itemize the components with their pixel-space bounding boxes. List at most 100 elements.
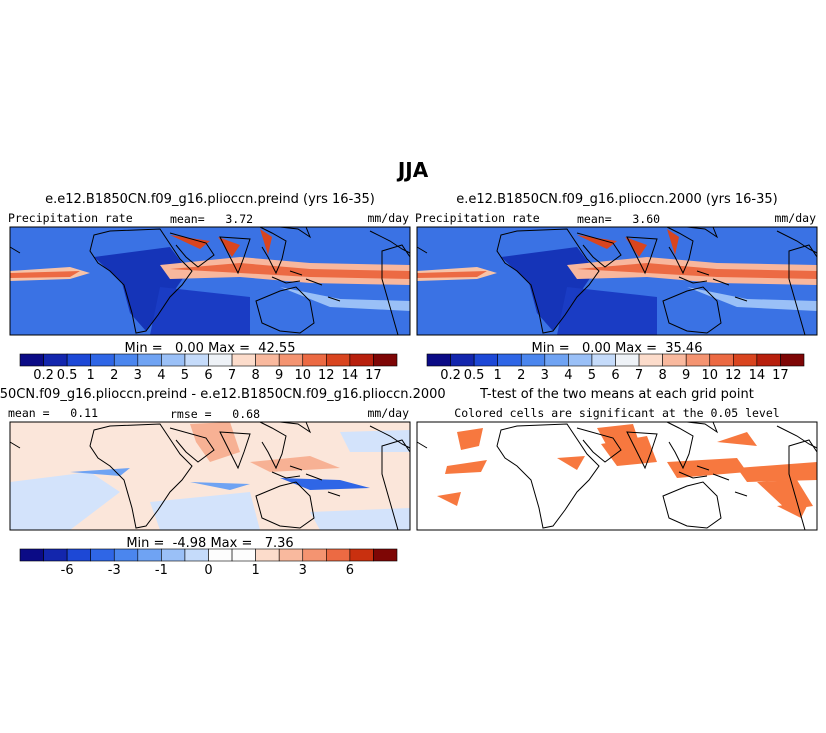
- panel-left-label: mean = 0.11: [8, 406, 98, 420]
- colorbar-label: 3: [541, 368, 549, 383]
- colorbar-box: [278, 548, 304, 562]
- colorbar-box: [113, 353, 139, 367]
- colorbar-box: [66, 353, 91, 367]
- map: [9, 226, 411, 336]
- colorbar-box: [615, 353, 640, 367]
- colorbar-label: 6: [346, 563, 354, 578]
- map: [416, 226, 818, 336]
- colorbar-box: [90, 548, 115, 562]
- panel-title: B1850CN.f09_g16.plioccn.preind - e.e12.B…: [0, 387, 446, 402]
- colorbar-box: [208, 353, 233, 367]
- min-max: Min = 0.00 Max = 35.46: [532, 341, 703, 356]
- colorbar-box: [349, 548, 374, 562]
- colorbar-box: [473, 353, 498, 367]
- colorbar-label: 9: [682, 368, 690, 383]
- colorbar-box: [497, 353, 522, 367]
- colorbar-box: [278, 353, 304, 367]
- colorbar-box: [137, 353, 162, 367]
- colorbar-box: [231, 548, 256, 562]
- colorbar-box: [231, 353, 256, 367]
- colorbar-box: [161, 548, 186, 562]
- colorbar-box: [450, 353, 475, 367]
- panel-units: mm/day: [367, 406, 409, 420]
- colorbar-box: [426, 353, 451, 367]
- map-frame: [9, 421, 411, 531]
- colorbar-label: 4: [564, 368, 572, 383]
- colorbar-label: 1: [87, 368, 95, 383]
- panel-title: T-test of the two means at each grid poi…: [479, 387, 754, 402]
- colorbar-label: 2: [517, 368, 525, 383]
- colorbar-label: 8: [658, 368, 666, 383]
- colorbar-box: [709, 353, 734, 367]
- panel-subtitle: Colored cells are significant at the 0.0…: [454, 406, 779, 420]
- colorbar-label: 3: [134, 368, 142, 383]
- colorbar-box: [137, 548, 162, 562]
- colorbar-box: [544, 353, 569, 367]
- colorbar-box: [19, 353, 44, 367]
- map: [9, 421, 411, 531]
- colorbar-box: [780, 353, 805, 367]
- colorbar-label: 14: [342, 368, 359, 383]
- colorbar-box: [520, 353, 546, 367]
- significance-cells: [417, 422, 817, 530]
- panel-stat: mean= 3.60: [577, 212, 660, 226]
- panel-left-label: Precipitation rate: [8, 211, 133, 225]
- figure-title: JJA: [396, 158, 429, 182]
- colorbar-box: [638, 353, 663, 367]
- colorbar-box: [113, 548, 139, 562]
- colorbar-box: [255, 353, 280, 367]
- colorbar-label: 1: [251, 563, 259, 578]
- panel-units: mm/day: [774, 211, 816, 225]
- colorbar-label: 7: [228, 368, 236, 383]
- map: [416, 421, 818, 531]
- colorbar-box: [90, 353, 115, 367]
- colorbar-label: -1: [155, 563, 168, 578]
- colorbar-box: [208, 548, 233, 562]
- colorbar-label: 10: [701, 368, 718, 383]
- colorbar-box: [373, 353, 398, 367]
- colorbar-box: [255, 548, 280, 562]
- panel-stat: rmse = 0.68: [170, 407, 260, 421]
- colorbar-label: 4: [157, 368, 165, 383]
- colorbar-box: [43, 548, 68, 562]
- map-frame: [416, 226, 818, 336]
- colorbar-label: 7: [635, 368, 643, 383]
- colorbar-box: [349, 353, 374, 367]
- colorbar-label: -6: [61, 563, 74, 578]
- colorbar-box: [756, 353, 781, 367]
- colorbar-box: [373, 548, 398, 562]
- panel-left-label: Precipitation rate: [415, 211, 540, 225]
- colorbar-label: 1: [494, 368, 502, 383]
- panel-title: e.e12.B1850CN.f09_g16.plioccn.2000 (yrs …: [456, 192, 777, 207]
- panel-units: mm/day: [367, 211, 409, 225]
- colorbar-label: 10: [294, 368, 311, 383]
- colorbar-box: [733, 353, 758, 367]
- map-frame: [416, 421, 818, 531]
- colorbar-label: 5: [181, 368, 189, 383]
- colorbar-label: 9: [275, 368, 283, 383]
- colorbar-label: 17: [365, 368, 382, 383]
- colorbar-box: [568, 353, 593, 367]
- colorbar-box: [161, 353, 186, 367]
- colorbar-label: 8: [251, 368, 259, 383]
- colorbar-label: 6: [611, 368, 619, 383]
- map-frame: [9, 226, 411, 336]
- colorbar-label: 12: [318, 368, 335, 383]
- colorbar-box: [662, 353, 687, 367]
- colorbar-label: 5: [588, 368, 596, 383]
- colorbar-box: [591, 353, 616, 367]
- map-field: [10, 227, 410, 335]
- colorbar-label: 14: [749, 368, 766, 383]
- colorbar-box: [184, 353, 209, 367]
- colorbar-label: 3: [299, 563, 307, 578]
- colorbar-box: [302, 353, 327, 367]
- colorbar-box: [685, 353, 711, 367]
- colorbar-label: 0.5: [57, 368, 78, 383]
- colorbar-box: [326, 353, 351, 367]
- colorbar-label: 2: [110, 368, 118, 383]
- panel-title: e.e12.B1850CN.f09_g16.plioccn.preind (yr…: [45, 192, 375, 207]
- min-max: Min = -4.98 Max = 7.36: [126, 536, 293, 551]
- map-field: [417, 227, 817, 335]
- colorbar-box: [66, 548, 91, 562]
